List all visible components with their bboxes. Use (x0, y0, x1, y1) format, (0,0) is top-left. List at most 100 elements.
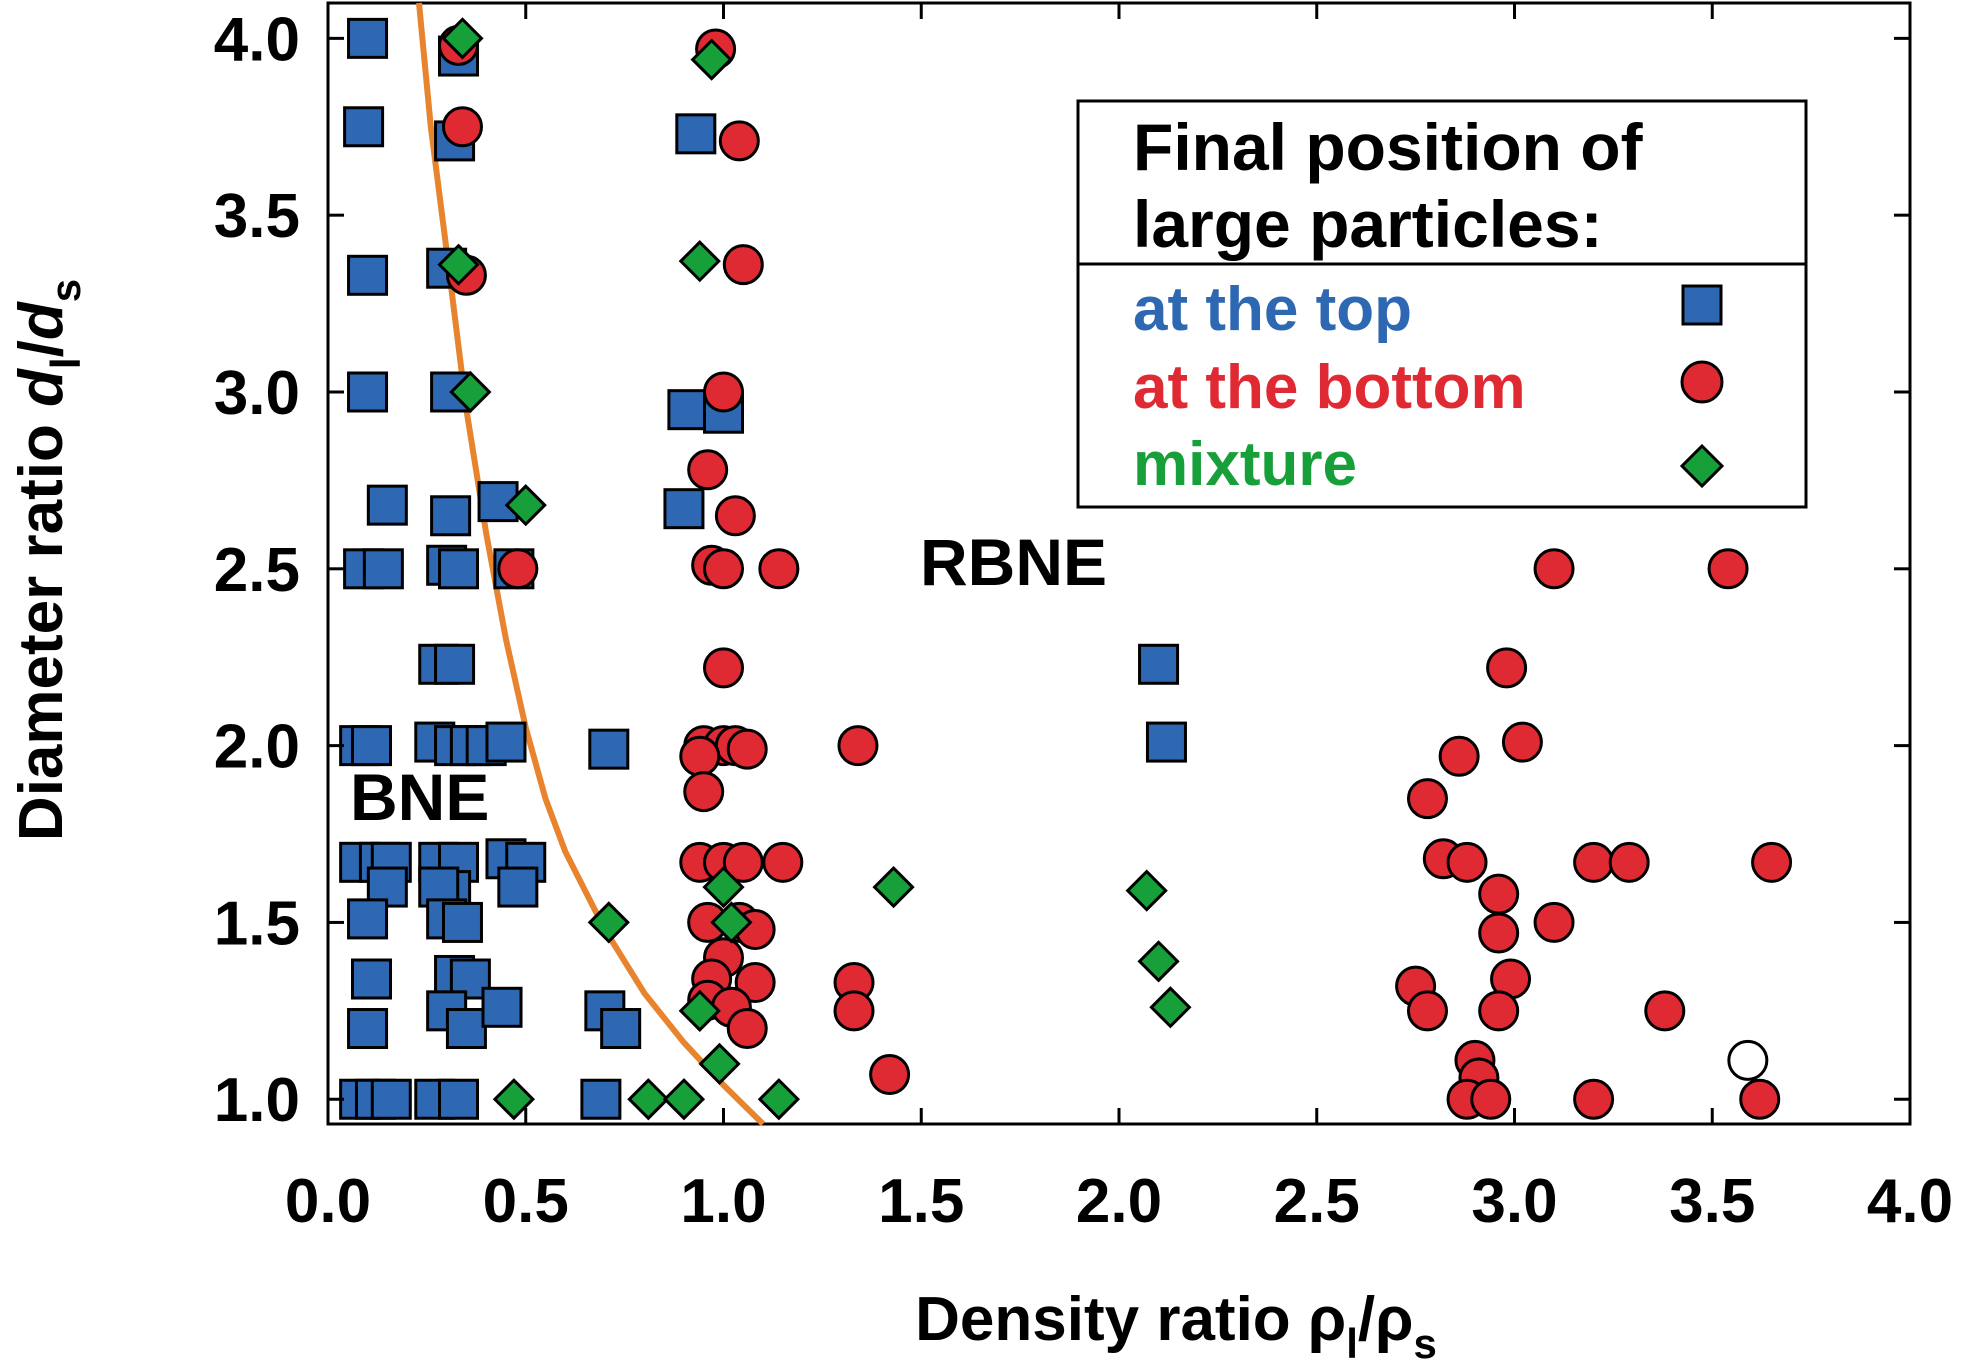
data-point-mixture (698, 1042, 741, 1086)
y-tick-label: 2.0 (214, 713, 300, 782)
data-point-bottom (762, 841, 804, 883)
data-point-mixture (587, 901, 630, 944)
data-point-bottom (833, 990, 875, 1032)
data-point-top (370, 1078, 412, 1120)
data-point-bottom (1470, 1078, 1512, 1120)
data-point-top (675, 113, 717, 155)
data-point-bottom (441, 106, 483, 148)
legend-label-top: at the top (1133, 275, 1412, 344)
data-point-bottom (1644, 990, 1686, 1032)
x-tick-label: 0.0 (285, 1167, 371, 1236)
data-point-top (366, 484, 408, 526)
data-point-bottom (1751, 841, 1793, 883)
data-point-top (663, 488, 705, 530)
data-point-top (445, 1008, 487, 1050)
legend-title-line-1: Final position of (1133, 110, 1644, 184)
data-point-top (438, 1078, 480, 1120)
data-point-bottom (837, 725, 879, 767)
data-point-bottom (1406, 778, 1448, 820)
data-point-mixture (1149, 986, 1192, 1029)
data-point-bottom (1406, 990, 1448, 1032)
x-tick-label: 1.0 (680, 1167, 766, 1236)
data-point-mixture (449, 370, 492, 414)
data-point-top (347, 371, 389, 413)
data-point-top (477, 481, 519, 523)
data-point-top (580, 1078, 622, 1120)
x-tick-label: 4.0 (1867, 1167, 1953, 1236)
x-tick-label: 0.5 (483, 1167, 569, 1236)
data-point-top (438, 548, 480, 590)
data-point-bottom (687, 449, 729, 491)
data-point-top (347, 17, 389, 59)
region-label-rbne: RBNE (920, 525, 1107, 599)
data-point-mixture (678, 989, 721, 1032)
x-tick-label: 1.5 (878, 1167, 964, 1236)
legend-label-mixture: mixture (1133, 430, 1357, 499)
legend-marker-square (1681, 284, 1723, 326)
x-tick-label: 2.0 (1076, 1167, 1162, 1236)
data-point-top (667, 389, 709, 431)
data-point-top (362, 548, 404, 590)
data-point-mixture (678, 240, 721, 283)
ticks-layer: 0.0 0.5 1.0 1.5 2.0 2.5 3.0 3.5 4.0 1.0 1.5 2.0 2.5 3… (214, 3, 1953, 1236)
x-axis-title: Density ratio ρl/ρs (915, 1285, 1437, 1367)
data-point-top (481, 986, 523, 1028)
data-point-bottom (497, 548, 539, 590)
data-point-mixture (690, 38, 733, 81)
y-tick-label: 4.0 (214, 5, 300, 74)
data-point-bottom (1608, 841, 1650, 883)
data-point-top (430, 495, 472, 537)
data-point-bottom (1438, 735, 1480, 777)
data-point-bottom (734, 962, 776, 1004)
data-point-bottom (679, 735, 721, 777)
data-point-bottom (758, 548, 800, 590)
data-point-mixture (441, 17, 484, 60)
x-tick-label: 2.5 (1274, 1167, 1360, 1236)
data-point-bottom (726, 1008, 768, 1050)
data-point-bottom (703, 371, 744, 413)
data-point-mixture (627, 1078, 670, 1121)
data-point-bottom (722, 244, 764, 286)
data-point-bottom (1446, 841, 1488, 883)
y-axis-title: Diameter ratio dl/ds (7, 279, 89, 841)
data-points-layer (339, 17, 1793, 1121)
y-tick-label: 2.5 (214, 536, 300, 605)
data-point-top (347, 898, 389, 940)
data-point-bottom (869, 1053, 911, 1095)
data-point-bottom (714, 495, 756, 537)
data-point-top (1138, 643, 1180, 685)
data-point-mixture (872, 865, 915, 909)
x-tick-label: 3.5 (1669, 1167, 1755, 1236)
legend-marker-diamond (1679, 443, 1725, 489)
data-point-top (441, 901, 483, 943)
data-point-top (351, 958, 393, 1000)
data-point-top (485, 721, 527, 763)
data-point-top (351, 725, 393, 767)
data-point-bottom (718, 120, 760, 162)
legend-marker-circle (1680, 360, 1724, 404)
data-point-mixture (702, 865, 745, 909)
legend-title-line-2: large particles: (1133, 187, 1603, 261)
data-point-bottom (726, 728, 768, 770)
data-point-bottom (1533, 548, 1575, 590)
region-label-bne: BNE (350, 760, 489, 834)
data-point-bottom (703, 647, 744, 689)
data-point-bottom (1573, 841, 1615, 883)
data-point-bottom (1707, 548, 1749, 590)
legend: Final position of large particles: at th… (1076, 99, 1808, 509)
data-point-mixture (504, 484, 547, 527)
data-point-mixture (492, 1078, 536, 1121)
data-point-mixture (437, 243, 480, 286)
data-point-bottom (1739, 1078, 1781, 1120)
data-point-bottom (722, 841, 764, 883)
data-point-open (1727, 1039, 1769, 1081)
y-tick-label: 1.5 (214, 889, 300, 958)
y-tick-label: 3.5 (214, 182, 300, 251)
data-point-bottom (1501, 721, 1543, 763)
data-point-top (588, 728, 630, 770)
data-point-bottom (1478, 912, 1520, 954)
data-point-mixture (662, 1078, 706, 1121)
data-point-top (434, 643, 476, 685)
data-point-top (343, 106, 385, 148)
